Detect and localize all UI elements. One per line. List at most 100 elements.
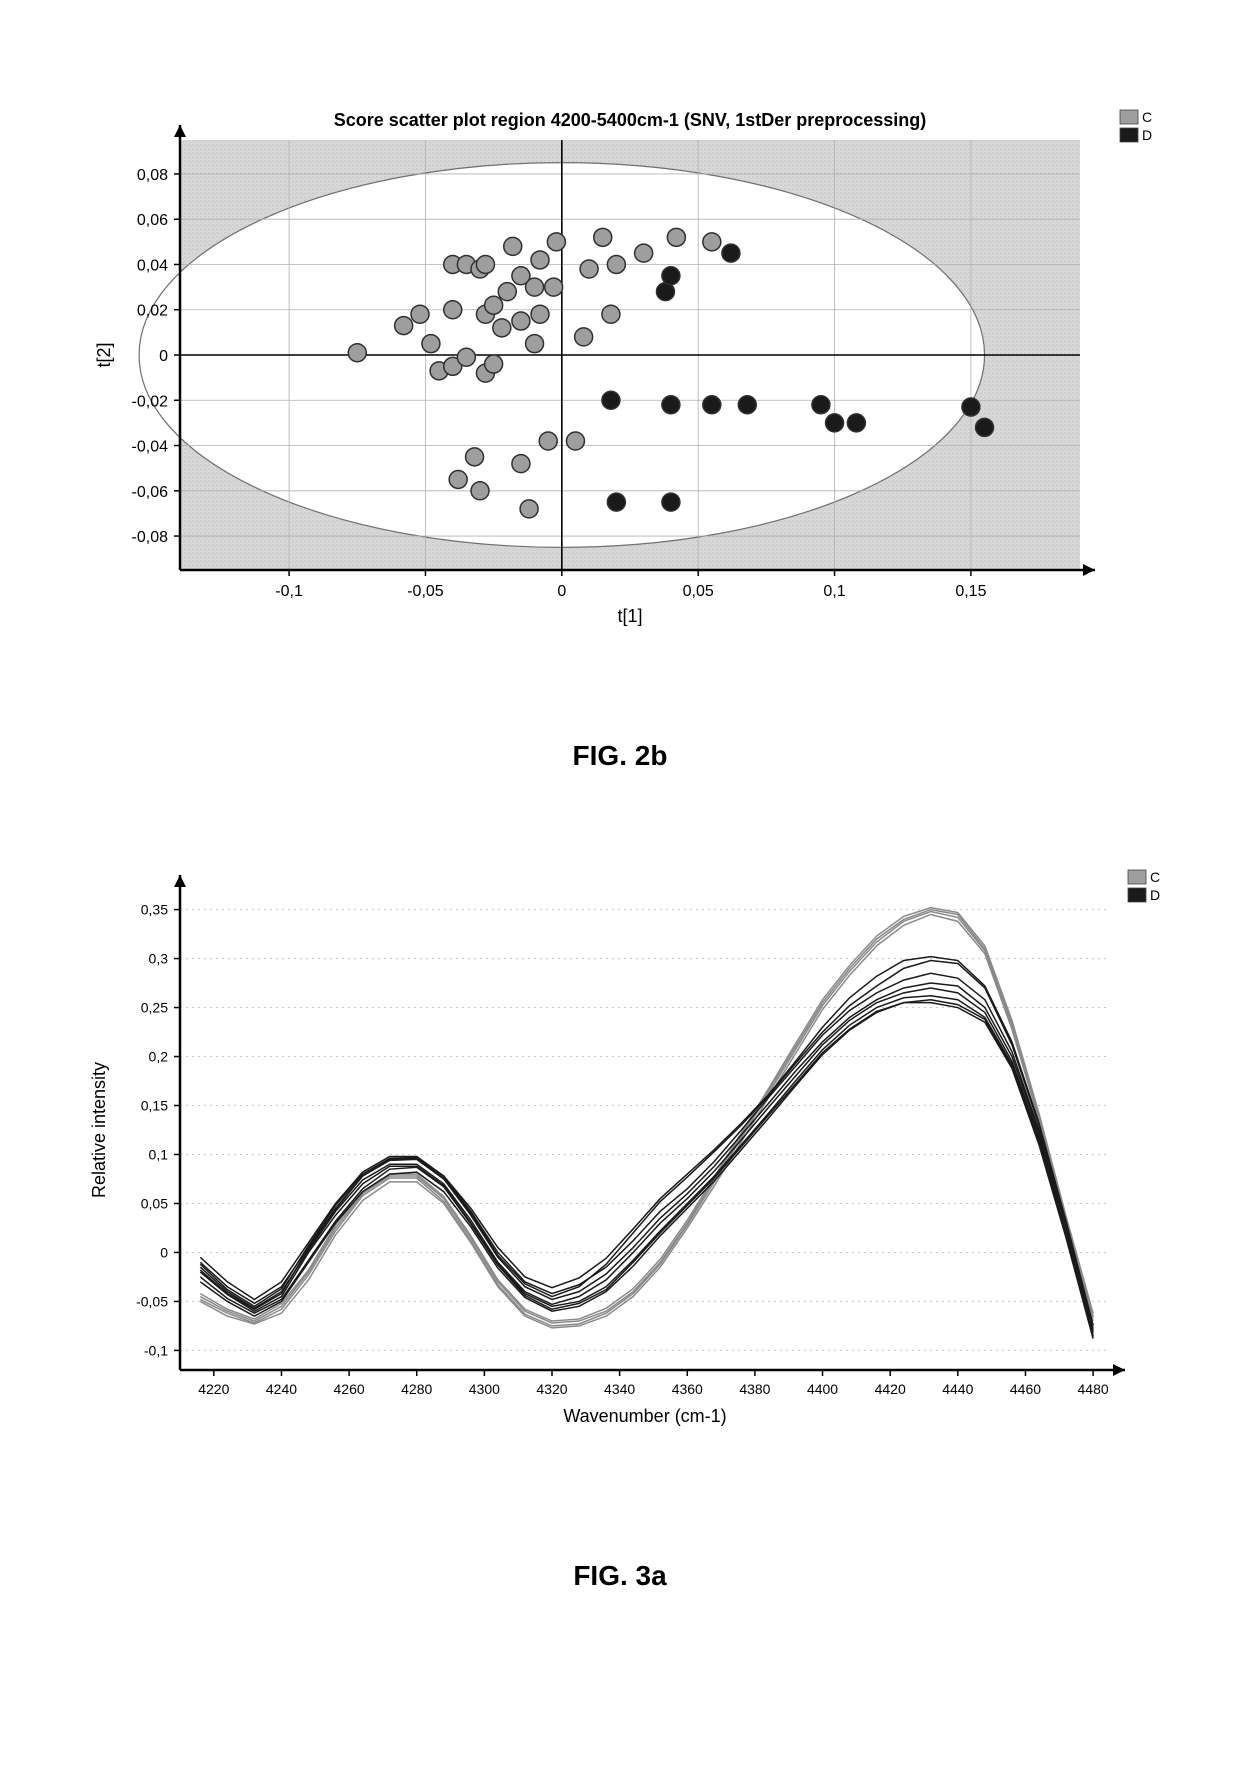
- scatter-point: [607, 255, 625, 273]
- scatter-point: [662, 396, 680, 414]
- spectrum-line: [200, 996, 1093, 1336]
- spectrum-line: [200, 910, 1093, 1323]
- legend-label: C: [1150, 869, 1160, 885]
- scatter-point: [471, 482, 489, 500]
- y-axis-label: t[2]: [94, 342, 114, 367]
- y-tick-label: 0,06: [137, 212, 168, 229]
- scatter-point: [444, 301, 462, 319]
- x-tick-label: 4440: [942, 1381, 973, 1397]
- legend-label: D: [1150, 887, 1160, 903]
- x-tick-label: 4340: [604, 1381, 635, 1397]
- x-tick-label: 4400: [807, 1381, 838, 1397]
- spectrum-line: [200, 961, 1093, 1326]
- scatter-point: [566, 432, 584, 450]
- y-tick-label: -0,06: [132, 484, 169, 501]
- x-tick-label: 4240: [266, 1381, 297, 1397]
- legend: CD: [1128, 869, 1160, 903]
- x-tick-label: 4360: [672, 1381, 703, 1397]
- scatter-point: [512, 455, 530, 473]
- y-tick-label: 0,35: [141, 902, 168, 918]
- y-tick-label: -0,05: [136, 1293, 168, 1309]
- scatter-point: [422, 335, 440, 353]
- x-tick-label: 0,15: [955, 583, 986, 600]
- spectrum-line: [200, 908, 1093, 1321]
- y-tick-label: 0,15: [141, 1098, 168, 1114]
- y-tick-label: 0,2: [149, 1049, 169, 1065]
- scatter-point: [847, 414, 865, 432]
- scatter-point: [504, 237, 522, 255]
- x-axis-label: t[1]: [617, 606, 642, 626]
- scatter-point: [411, 305, 429, 323]
- x-tick-label: 4460: [1010, 1381, 1041, 1397]
- scatter-point: [722, 244, 740, 262]
- scatter-point: [498, 283, 516, 301]
- scatter-point: [703, 396, 721, 414]
- scatter-chart: -0,1-0,0500,050,10,15-0,08-0,06-0,04-0,0…: [60, 100, 1180, 660]
- scatter-point: [348, 344, 366, 362]
- legend: CD: [1120, 109, 1152, 143]
- x-tick-label: 0,1: [823, 583, 845, 600]
- scatter-point: [812, 396, 830, 414]
- spectra-chart: 4220 4240 4260 4280 4300 4320 4340 4360 4380 4400…: [60, 860, 1180, 1450]
- scatter-point: [485, 296, 503, 314]
- scatter-point: [466, 448, 484, 466]
- y-tick-label: -0,04: [132, 439, 169, 456]
- x-tick-label: 4220: [198, 1381, 229, 1397]
- scatter-point: [703, 233, 721, 251]
- x-tick-label: 0: [557, 583, 566, 600]
- x-tick-label: 4260: [334, 1381, 365, 1397]
- scatter-point: [493, 319, 511, 337]
- scatter-point: [826, 414, 844, 432]
- scatter-point: [520, 500, 538, 518]
- scatter-point: [662, 267, 680, 285]
- x-tick-label: -0,1: [275, 583, 303, 600]
- scatter-point: [962, 398, 980, 416]
- scatter-point: [738, 396, 756, 414]
- y-tick-label: 0,05: [141, 1195, 168, 1211]
- chart-title: Score scatter plot region 4200-5400cm-1 …: [334, 110, 927, 130]
- scatter-point: [575, 328, 593, 346]
- spectrum-line: [200, 957, 1093, 1325]
- scatter-point: [457, 348, 475, 366]
- x-tick-label: 4480: [1078, 1381, 1109, 1397]
- x-tick-label: 0,05: [683, 583, 714, 600]
- scatter-point: [976, 418, 994, 436]
- x-tick-label: -0,05: [407, 583, 444, 600]
- spectra-chart-container: 4220 4240 4260 4280 4300 4320 4340 4360 4380 4400…: [60, 860, 1180, 1450]
- scatter-chart-container: -0,1-0,0500,050,10,15-0,08-0,06-0,04-0,0…: [60, 100, 1180, 660]
- spectrum-line: [200, 914, 1093, 1327]
- y-tick-label: 0,3: [149, 951, 169, 967]
- scatter-point: [512, 312, 530, 330]
- figure-label-2b: FIG. 2b: [0, 740, 1240, 772]
- y-tick-label: 0,04: [137, 257, 168, 274]
- spectrum-line: [200, 973, 1093, 1329]
- y-tick-label: -0,08: [132, 529, 169, 546]
- x-tick-label: 4320: [536, 1381, 567, 1397]
- y-tick-label: 0,25: [141, 1000, 168, 1016]
- y-tick-label: 0: [159, 348, 168, 365]
- y-tick-label: -0,1: [144, 1342, 168, 1358]
- scatter-point: [531, 305, 549, 323]
- scatter-point: [662, 493, 680, 511]
- x-tick-label: 4300: [469, 1381, 500, 1397]
- y-tick-label: 0,08: [137, 167, 168, 184]
- scatter-point: [602, 391, 620, 409]
- figure-label-3a: FIG. 3a: [0, 1560, 1240, 1592]
- y-axis-label: Relative intensity: [89, 1062, 109, 1198]
- scatter-point: [539, 432, 557, 450]
- scatter-point: [635, 244, 653, 262]
- scatter-point: [547, 233, 565, 251]
- spectrum-line: [200, 912, 1093, 1326]
- x-tick-label: 4280: [401, 1381, 432, 1397]
- scatter-point: [667, 228, 685, 246]
- x-axis-label: Wavenumber (cm-1): [563, 1406, 726, 1426]
- spectrum-line: [200, 1000, 1093, 1337]
- scatter-point: [531, 251, 549, 269]
- scatter-point: [580, 260, 598, 278]
- scatter-point: [545, 278, 563, 296]
- scatter-point: [602, 305, 620, 323]
- x-tick-label: 4380: [739, 1381, 770, 1397]
- y-tick-label: 0,1: [149, 1146, 169, 1162]
- scatter-point: [395, 317, 413, 335]
- y-tick-label: 0: [160, 1244, 168, 1260]
